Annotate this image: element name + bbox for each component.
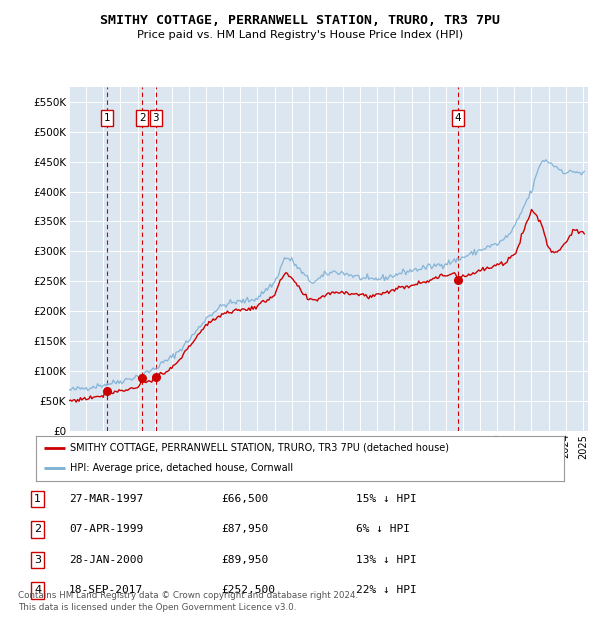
Text: 2: 2	[34, 525, 41, 534]
Text: 3: 3	[152, 113, 159, 123]
Text: 18-SEP-2017: 18-SEP-2017	[69, 585, 143, 595]
Text: 22% ↓ HPI: 22% ↓ HPI	[356, 585, 417, 595]
Text: 6% ↓ HPI: 6% ↓ HPI	[356, 525, 410, 534]
Text: £252,500: £252,500	[221, 585, 275, 595]
Text: 15% ↓ HPI: 15% ↓ HPI	[356, 494, 417, 504]
Text: 1: 1	[104, 113, 110, 123]
Text: £89,950: £89,950	[221, 555, 268, 565]
Text: 4: 4	[455, 113, 461, 123]
Text: 1: 1	[34, 494, 41, 504]
Text: 4: 4	[34, 585, 41, 595]
Text: Contains HM Land Registry data © Crown copyright and database right 2024.
This d: Contains HM Land Registry data © Crown c…	[18, 591, 358, 612]
Text: 2: 2	[139, 113, 145, 123]
Text: 27-MAR-1997: 27-MAR-1997	[69, 494, 143, 504]
Text: 3: 3	[34, 555, 41, 565]
Text: £87,950: £87,950	[221, 525, 268, 534]
Text: SMITHY COTTAGE, PERRANWELL STATION, TRURO, TR3 7PU (detached house): SMITHY COTTAGE, PERRANWELL STATION, TRUR…	[70, 443, 449, 453]
Text: 13% ↓ HPI: 13% ↓ HPI	[356, 555, 417, 565]
Text: HPI: Average price, detached house, Cornwall: HPI: Average price, detached house, Corn…	[70, 463, 293, 474]
Text: SMITHY COTTAGE, PERRANWELL STATION, TRURO, TR3 7PU: SMITHY COTTAGE, PERRANWELL STATION, TRUR…	[100, 14, 500, 27]
Text: 07-APR-1999: 07-APR-1999	[69, 525, 143, 534]
Text: £66,500: £66,500	[221, 494, 268, 504]
Text: Price paid vs. HM Land Registry's House Price Index (HPI): Price paid vs. HM Land Registry's House …	[137, 30, 463, 40]
Text: 28-JAN-2000: 28-JAN-2000	[69, 555, 143, 565]
